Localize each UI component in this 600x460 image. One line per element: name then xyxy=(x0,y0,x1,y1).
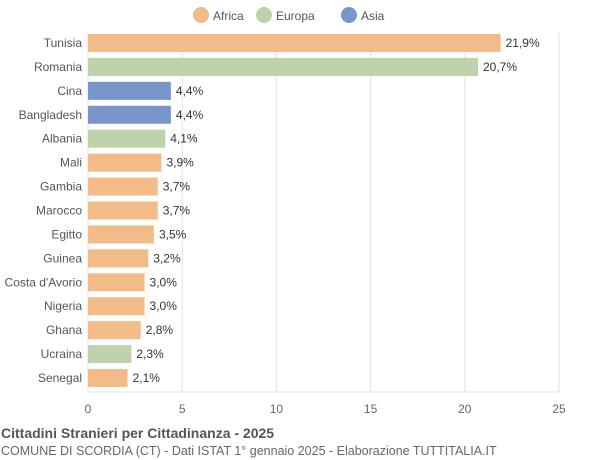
data-label: 3,0% xyxy=(150,299,178,313)
y-category-label: Tunisia xyxy=(44,36,83,50)
y-category-label: Nigeria xyxy=(44,299,82,313)
y-category-label: Ucraina xyxy=(41,347,83,361)
y-category-label: Romania xyxy=(34,60,82,74)
y-category-label: Mali xyxy=(60,156,82,170)
data-label: 3,2% xyxy=(153,251,181,265)
y-category-label: Senegal xyxy=(38,371,82,385)
y-category-label: Albania xyxy=(42,132,82,146)
y-category-label: Ghana xyxy=(46,323,82,337)
y-category-label: Gambia xyxy=(40,180,82,194)
bar-tunisia xyxy=(88,34,501,52)
bar-marocco xyxy=(88,201,158,220)
x-tick-label: 25 xyxy=(552,402,566,416)
y-category-label: Costa d'Avorio xyxy=(5,275,83,289)
y-category-label: Egitto xyxy=(51,227,82,241)
data-label: 3,9% xyxy=(166,156,194,170)
bar-nigeria xyxy=(88,297,145,316)
y-category-label: Guinea xyxy=(43,251,82,265)
data-label: 3,7% xyxy=(163,180,191,194)
bar-albania xyxy=(88,129,166,148)
data-label: 3,0% xyxy=(150,275,178,289)
data-label: 2,8% xyxy=(146,323,174,337)
legend-label-africa: Africa xyxy=(213,9,244,23)
legend-swatch-europa xyxy=(256,7,272,23)
data-label: 3,7% xyxy=(163,204,191,218)
y-category-label: Marocco xyxy=(36,204,82,218)
data-label: 2,3% xyxy=(136,347,164,361)
bar-ghana xyxy=(88,321,141,340)
legend-swatch-africa xyxy=(193,7,209,23)
x-tick-label: 20 xyxy=(458,402,472,416)
data-label: 4,4% xyxy=(176,108,204,122)
data-label: 4,1% xyxy=(170,132,198,146)
bar-guinea xyxy=(88,249,149,268)
legend-swatch-asia xyxy=(341,7,357,23)
x-tick-label: 10 xyxy=(270,402,284,416)
x-tick-label: 15 xyxy=(364,402,378,416)
chart-title: Cittadini Stranieri per Cittadinanza - 2… xyxy=(1,425,275,441)
y-category-label: Cina xyxy=(57,84,82,98)
bar-senegal xyxy=(88,369,128,388)
data-label: 2,1% xyxy=(133,371,161,385)
bar-gambia xyxy=(88,177,158,196)
bar-costa-d-avorio xyxy=(88,273,145,292)
legend-label-asia: Asia xyxy=(361,9,385,23)
bar-mali xyxy=(88,153,162,172)
y-category-label: Bangladesh xyxy=(19,108,82,122)
data-label: 21,9% xyxy=(506,36,540,50)
x-tick-label: 5 xyxy=(179,402,186,416)
data-label: 3,5% xyxy=(159,227,187,241)
chart-subtitle: COMUNE DI SCORDIA (CT) - Dati ISTAT 1° g… xyxy=(1,444,497,458)
bar-bangladesh xyxy=(88,105,171,124)
legend-label-europa: Europa xyxy=(276,9,315,23)
bar-romania xyxy=(88,57,478,76)
bar-cina xyxy=(88,81,171,100)
data-label: 20,7% xyxy=(483,60,517,74)
x-tick-label: 0 xyxy=(85,402,92,416)
bar-chart: 0 5 10 15 20 25 Tunisia 21,9% Romania 20,7% Cina 4,… xyxy=(5,7,566,416)
bar-ucraina xyxy=(88,345,132,364)
data-label: 4,4% xyxy=(176,84,204,98)
bar-egitto xyxy=(88,225,154,244)
